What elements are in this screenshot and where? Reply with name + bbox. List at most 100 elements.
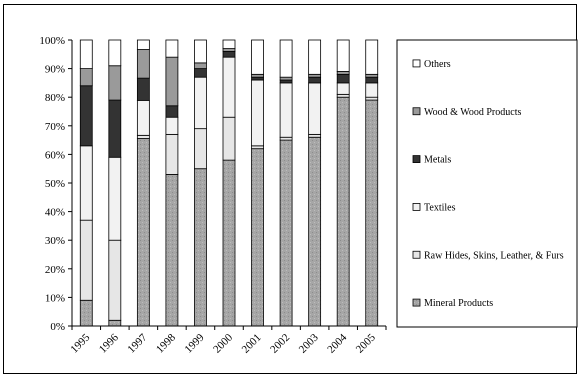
bar-segment (279, 136, 293, 141)
bar-segment (79, 68, 93, 87)
bar-segment (108, 99, 122, 158)
y-tick-label: 70% (45, 121, 65, 133)
bar-segment (251, 79, 264, 147)
bar-segment (222, 51, 236, 58)
bar-segment (336, 93, 350, 98)
y-tick-label: 100% (39, 35, 65, 47)
bar-segment (365, 76, 379, 84)
legend-swatch (412, 203, 421, 211)
bar-segment (365, 99, 379, 327)
bar-segment (136, 77, 150, 101)
bars (79, 39, 379, 327)
y-tick-label: 30% (45, 235, 65, 247)
bar-segment (108, 319, 122, 327)
bar-segment (165, 133, 179, 175)
bar-segment (222, 116, 236, 161)
x-axis: 1995 1996 1997 1998 1999 2000 2001 2002 2003 2004… (68, 325, 387, 356)
y-tick-label: 40% (45, 207, 65, 219)
bar-segment (194, 62, 207, 70)
bar-segment (308, 133, 322, 138)
bar-segment (251, 148, 264, 327)
legend-label: Mineral Products (424, 298, 493, 309)
bar-segment (308, 39, 322, 75)
bar-segment (336, 71, 350, 75)
bar-segment (79, 145, 93, 221)
legend-box (396, 39, 578, 328)
legend-label: Metals (424, 155, 451, 166)
bar-segment (222, 48, 236, 52)
bar-segment (194, 39, 207, 64)
bar-segment (108, 156, 122, 241)
bar-segment (308, 73, 322, 78)
y-axis: 0% 10% 20% 30% 40% 50% 60% 70% 80% 90% 100% (39, 35, 73, 333)
bar-segment (194, 128, 207, 170)
legend-swatch (412, 59, 421, 68)
x-tick-label: 1995 (68, 331, 92, 355)
bar-segment (194, 76, 207, 130)
legend-swatch (412, 298, 421, 307)
bar-segment (336, 82, 350, 95)
bar-segment (136, 39, 150, 50)
bar-segment (279, 82, 293, 138)
x-tick-label: 1996 (97, 331, 121, 355)
bar-segment (194, 68, 207, 78)
bar-segment (308, 82, 322, 135)
bar-segment (365, 96, 379, 101)
bar-segment (194, 168, 207, 327)
x-tick-label: 1998 (154, 331, 178, 355)
bar-segment (222, 56, 236, 118)
y-tick-label: 10% (45, 292, 65, 304)
y-tick-label: 20% (45, 264, 65, 276)
bar-segment (79, 219, 93, 301)
legend-label: Wood & Wood Products (424, 107, 521, 118)
bar-segment (251, 73, 264, 78)
bar-segment (79, 299, 93, 327)
bar-segment (365, 82, 379, 98)
x-tick-label: 2002 (268, 332, 292, 356)
bar-segment (308, 76, 322, 84)
bar-segment (279, 76, 293, 81)
bar-segment (308, 136, 322, 327)
x-tick-label: 1999 (183, 331, 207, 355)
legend-swatch (412, 107, 421, 116)
bar-segment (79, 39, 93, 70)
y-tick-label: 50% (45, 178, 65, 190)
bar-segment (336, 39, 350, 72)
bar-segment (108, 65, 122, 101)
bar-segment (365, 39, 379, 75)
legend-swatch (412, 250, 421, 259)
y-tick-label: 0% (50, 321, 65, 333)
bar-segment (365, 73, 379, 78)
bar-segment (279, 39, 293, 78)
bar-segment (136, 49, 150, 79)
bar-segment (136, 138, 150, 327)
x-tick-label: 2004 (325, 331, 349, 355)
bar-segment (165, 116, 179, 135)
y-tick-label: 90% (45, 64, 65, 76)
bar-segment (136, 99, 150, 136)
x-tick-label: 2000 (211, 331, 235, 355)
bar-segment (336, 96, 350, 327)
bar-segment (251, 76, 264, 81)
bar-segment (279, 139, 293, 327)
legend-swatch (412, 155, 421, 163)
bar-segment (165, 105, 179, 118)
legend-label: Textiles (424, 202, 456, 213)
bar-segment (336, 73, 350, 84)
bar-segment (165, 174, 179, 327)
legend: Others Wood & Wood Products Metals Textiles… (396, 39, 578, 328)
bar-segment (136, 134, 150, 139)
x-tick-label: 2003 (297, 331, 321, 355)
bar-segment (165, 39, 179, 58)
bar-segment (251, 39, 264, 75)
legend-label: Raw Hides, Skins, Leather, & Furs (424, 250, 564, 261)
x-tick-label: 2005 (354, 331, 378, 355)
bar-segment (108, 239, 122, 321)
x-tick-label: 2001 (240, 332, 264, 356)
bar-segment (222, 159, 236, 327)
bar-segment (108, 39, 122, 67)
x-tick-label: 1997 (125, 331, 149, 355)
legend-label: Others (424, 59, 451, 70)
bar-segment (79, 85, 93, 147)
